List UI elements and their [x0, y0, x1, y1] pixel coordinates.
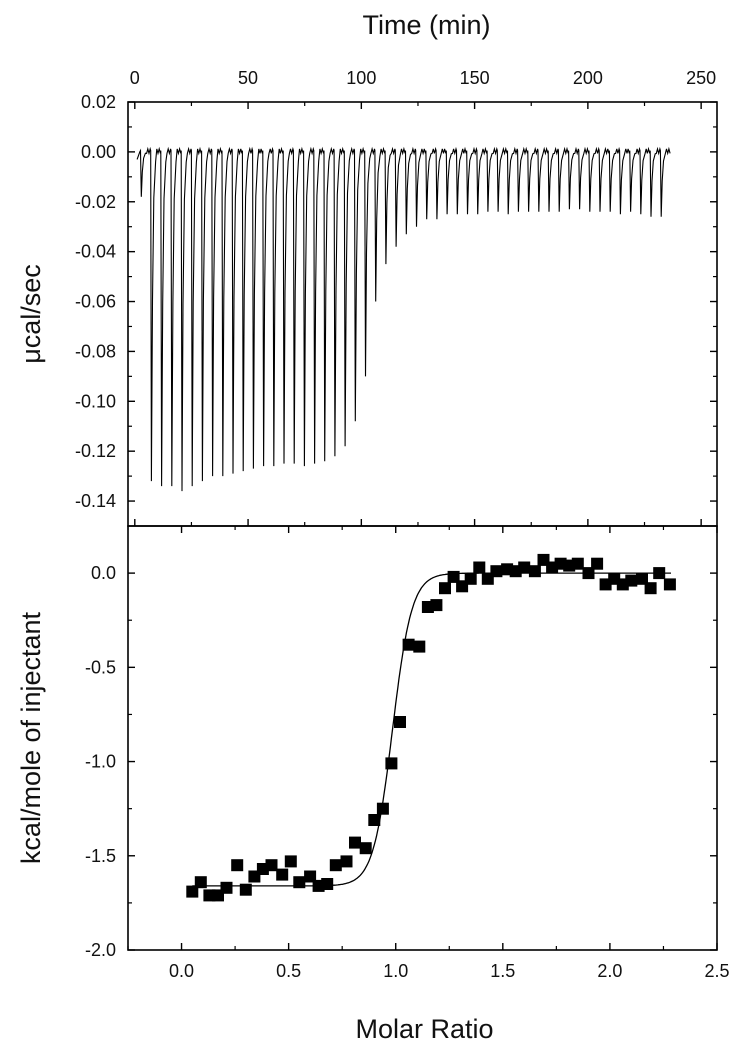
data-point	[385, 757, 398, 770]
data-point	[644, 582, 657, 595]
bottom-y-tick-label: -1.0	[85, 752, 116, 772]
data-point	[194, 876, 207, 889]
data-point	[276, 868, 289, 881]
data-point	[231, 859, 244, 872]
top-y-tick-label: 0.02	[81, 92, 116, 112]
data-point	[402, 638, 415, 651]
data-point	[591, 557, 604, 570]
data-point	[439, 582, 451, 595]
bottom-y-axis-title: kcal/mole of injectant	[16, 611, 46, 864]
bottom-x-tick-label: 0.0	[169, 961, 194, 981]
data-point	[321, 878, 334, 890]
data-point	[293, 876, 306, 889]
bottom-y-tick-label: -0.5	[85, 657, 116, 677]
bottom-x-tick-label: 2.5	[704, 961, 729, 981]
data-point	[625, 574, 638, 587]
fit-curve	[192, 572, 671, 887]
data-point	[394, 716, 406, 728]
top-x-axis-title: Time (min)	[363, 10, 491, 40]
top-x-tick-label: 0	[130, 68, 140, 88]
data-point	[186, 885, 199, 898]
data-point	[359, 842, 372, 855]
raw-thermogram-panel: 0 50 100 150 200 250 0.02 0.00 -0.02 -0.04 -0.06 -0…	[75, 68, 718, 527]
top-y-tick-label: -0.06	[75, 292, 116, 312]
top-x-tick-label: 200	[573, 68, 603, 88]
data-point	[413, 640, 426, 653]
binding-isotherm-panel: 0.0 0.5 1.0 1.5 2.0 2.5 0.0 -0.5 -1.0 -1.5 -2.0	[85, 525, 730, 981]
data-point	[304, 870, 317, 883]
top-x-tick-label: 150	[460, 68, 490, 88]
isotherm-points	[186, 553, 676, 902]
thermogram-line	[136, 146, 671, 492]
bottom-y-tick-label: -1.5	[85, 846, 116, 866]
top-y-tick-label: -0.08	[75, 341, 116, 361]
data-point	[340, 855, 353, 868]
top-axis-ticks: 0 50 100 150 200 250 0.02 0.00 -0.02 -0.04 -0.06 -0…	[75, 68, 717, 526]
data-point	[265, 859, 278, 872]
data-point	[376, 802, 389, 815]
data-point	[490, 565, 503, 578]
data-point	[528, 565, 541, 578]
bottom-x-tick-label: 1.5	[490, 961, 515, 981]
data-point	[636, 572, 648, 585]
bottom-y-tick-label: -2.0	[85, 940, 116, 960]
data-point	[239, 883, 252, 896]
data-point	[663, 578, 676, 591]
fit-line	[192, 572, 671, 887]
top-y-tick-label: -0.14	[75, 491, 116, 511]
top-x-tick-label: 100	[346, 68, 376, 88]
top-x-tick-label: 250	[686, 68, 716, 88]
data-point	[518, 561, 531, 574]
top-y-tick-label: -0.04	[75, 242, 116, 262]
data-point	[653, 567, 666, 580]
data-point	[430, 599, 443, 612]
bottom-x-tick-label: 0.5	[276, 961, 301, 981]
top-y-tick-label: -0.12	[75, 441, 116, 461]
top-x-tick-label: 50	[238, 68, 258, 88]
data-point	[329, 859, 342, 872]
top-y-axis-title: μcal/sec	[16, 264, 46, 364]
data-point	[473, 561, 486, 574]
data-point	[464, 572, 477, 585]
data-point	[349, 836, 361, 849]
thermogram-trace	[136, 146, 671, 492]
bottom-x-tick-label: 1.0	[383, 961, 408, 981]
bottom-x-tick-label: 2.0	[597, 961, 622, 981]
data-point	[501, 563, 514, 576]
bottom-axis-ticks: 0.0 0.5 1.0 1.5 2.0 2.5 0.0 -0.5 -1.0 -1.5 -2.0	[85, 526, 730, 981]
data-point	[368, 814, 381, 826]
bottom-x-axis-title: Molar Ratio	[355, 1014, 493, 1044]
bottom-plot-frame	[127, 525, 718, 951]
bottom-y-tick-label: 0.0	[91, 563, 116, 583]
top-y-tick-label: -0.02	[75, 192, 116, 212]
top-y-tick-label: -0.10	[75, 391, 116, 411]
top-y-tick-label: 0.00	[81, 142, 116, 162]
data-point	[582, 567, 595, 580]
data-point	[571, 557, 584, 570]
data-point	[220, 881, 233, 894]
data-point	[284, 855, 297, 868]
data-point	[447, 570, 460, 583]
